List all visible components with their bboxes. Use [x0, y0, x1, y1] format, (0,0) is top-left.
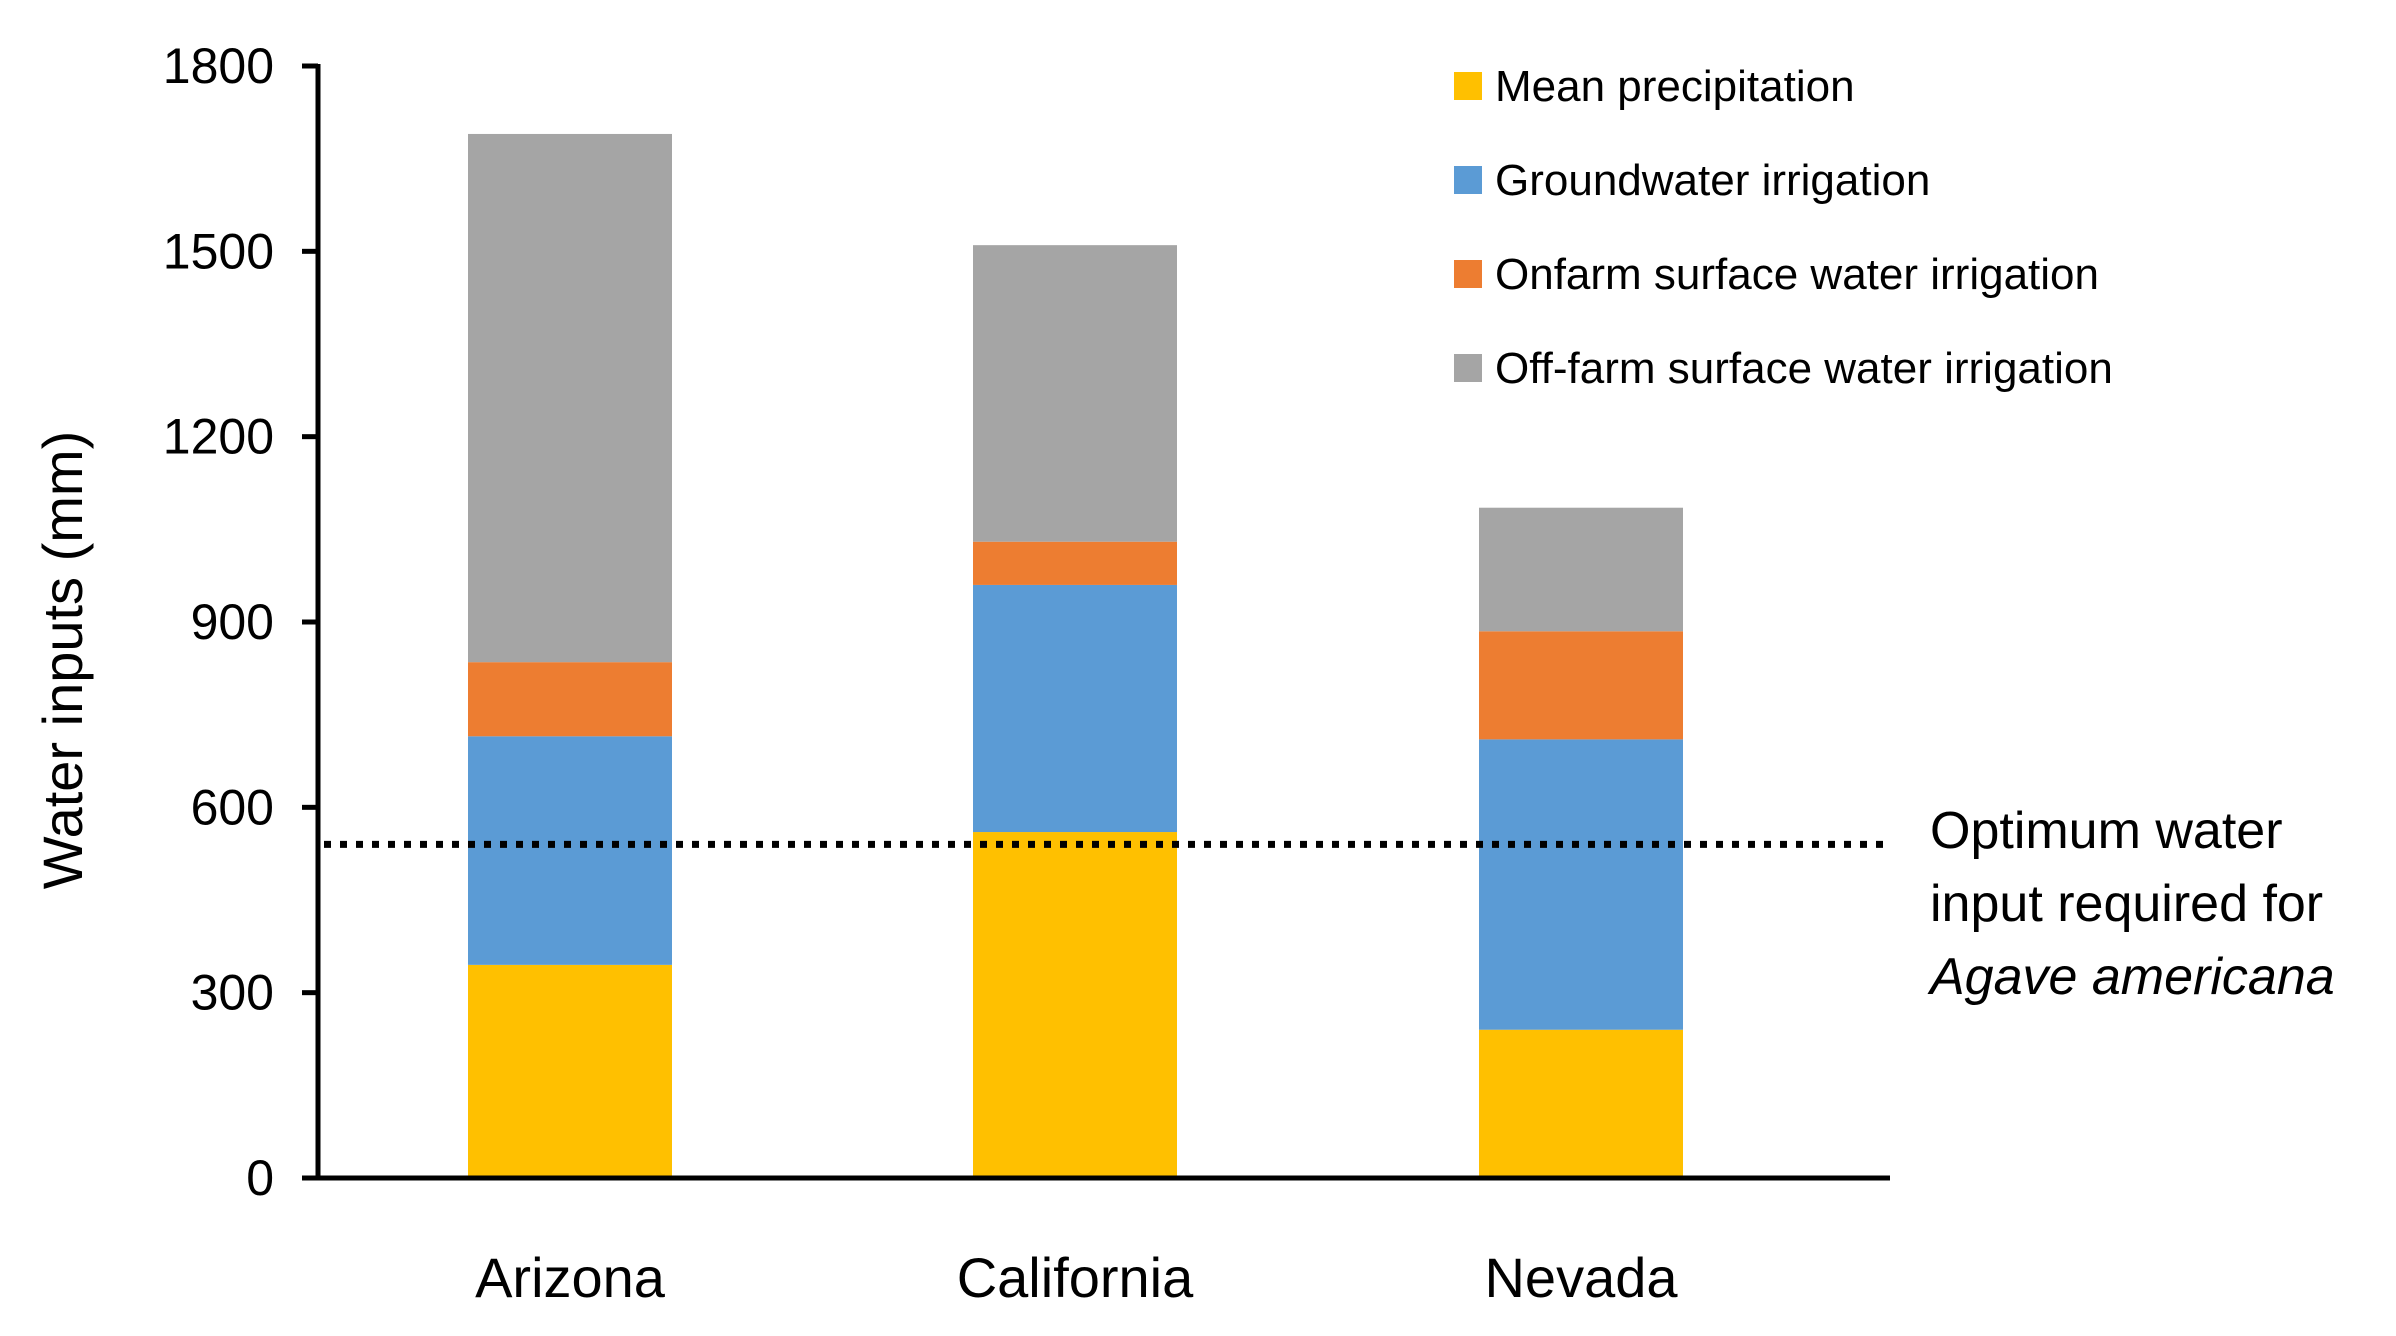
bar-segment-california-3 [973, 541, 1177, 585]
y-tick-label: 1200 [163, 409, 274, 465]
category-labels: Arizona California Nevada [475, 1246, 1678, 1309]
annotation-line-1: Optimum water [1930, 802, 2283, 860]
y-tick-label: 0 [246, 1150, 274, 1206]
axes: 0 300 600 900 1200 1500 1800 [163, 38, 1890, 1206]
x-category-label: California [957, 1246, 1194, 1309]
x-category-label: Nevada [1484, 1246, 1678, 1309]
annotation-line-2: input required for [1930, 875, 2323, 933]
legend-swatch [1454, 354, 1482, 382]
y-tick-label: 1500 [163, 223, 274, 279]
optimum-water-annotation: Optimum water input required for Agave a… [1927, 802, 2335, 1006]
bar-segment-arizona-3 [468, 662, 672, 737]
legend-swatch [1454, 72, 1482, 100]
legend-label: Off-farm surface water irrigation [1495, 344, 2113, 393]
bar-segment-california-1 [973, 832, 1177, 1178]
bar-segment-california-4 [973, 245, 1177, 542]
legend-swatch [1454, 260, 1482, 288]
legend: Mean precipitation Groundwater irrigation… [1454, 62, 2113, 393]
annotation-line-3: Agave americana [1927, 948, 2335, 1006]
y-axis-title: Water inputs (mm) [31, 431, 94, 889]
bar-segment-california-2 [973, 584, 1177, 833]
bar-segment-nevada-4 [1479, 507, 1683, 632]
bar-segment-arizona-2 [468, 736, 672, 965]
x-category-label: Arizona [475, 1246, 666, 1309]
y-tick-label: 600 [191, 779, 274, 835]
y-tick-label: 300 [191, 965, 274, 1021]
y-tick-label: 900 [191, 594, 274, 650]
bars-layer [468, 133, 1683, 1178]
legend-label: Groundwater irrigation [1495, 156, 1930, 205]
y-tick-label: 1800 [163, 38, 274, 94]
legend-label: Onfarm surface water irrigation [1495, 250, 2099, 299]
bar-segment-nevada-3 [1479, 631, 1683, 740]
bar-segment-arizona-4 [468, 133, 672, 663]
bar-segment-nevada-2 [1479, 739, 1683, 1030]
legend-label: Mean precipitation [1495, 62, 1855, 111]
bar-segment-nevada-1 [1479, 1029, 1683, 1178]
legend-swatch [1454, 166, 1482, 194]
bar-segment-arizona-1 [468, 964, 672, 1178]
y-ticks: 0 300 600 900 1200 1500 1800 [163, 38, 318, 1206]
